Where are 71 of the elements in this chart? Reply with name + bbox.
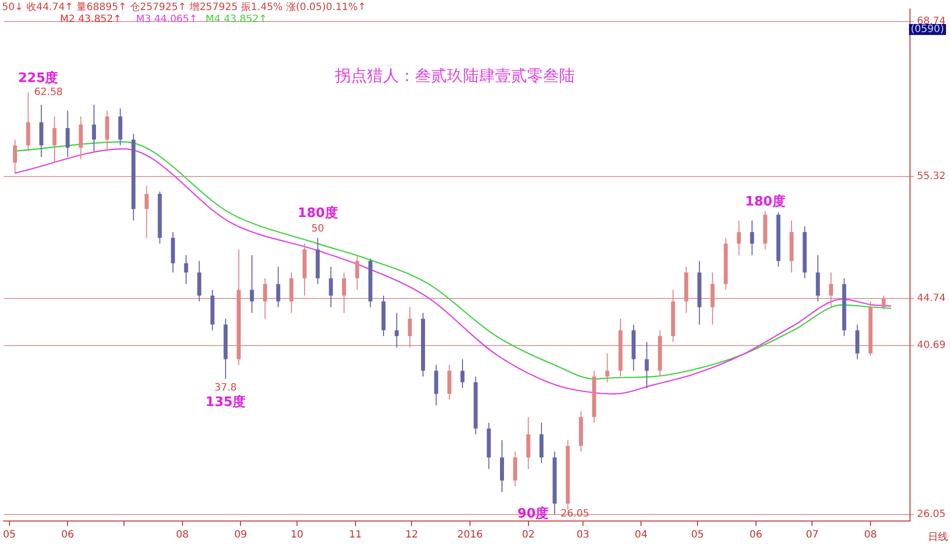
- y-tick-label: 55.32: [917, 170, 946, 182]
- candlestick: [52, 116, 56, 164]
- candlestick: [434, 364, 438, 406]
- annotation: 26.05: [560, 508, 590, 520]
- x-tick-label: 03: [576, 530, 590, 541]
- candlestick: [736, 220, 741, 256]
- x-tick-label: 05: [691, 530, 704, 541]
- candlestick: [92, 104, 96, 152]
- candlestick: [78, 116, 83, 160]
- candlestick: [276, 266, 280, 308]
- annotation: 50↓ 收44.74↑ 量68895↑ 仓257925↑ 增257925 振1.45% 涨(0.05)0.11%↑: [2, 0, 366, 14]
- candlestick: [500, 440, 504, 493]
- candlestick: [447, 364, 452, 400]
- x-tick-label: 06: [61, 530, 74, 541]
- candlestick: [26, 92, 30, 152]
- text: 日线: [928, 530, 948, 544]
- annotation: 37.8: [214, 382, 237, 394]
- annotation: 180度: [298, 205, 338, 222]
- candlestick: [460, 358, 465, 389]
- candlestick: [644, 341, 649, 389]
- annotation: 90度: [518, 505, 549, 522]
- x-tick-label: 07: [806, 530, 819, 541]
- candlestick: [816, 254, 820, 302]
- text: M3 44.065↑: [136, 14, 198, 25]
- candlestick: [394, 312, 399, 348]
- candlestick: [289, 272, 294, 314]
- x-tick-label: 04: [634, 530, 648, 541]
- x-tick-label: 06: [749, 530, 762, 541]
- candlestick: [263, 278, 268, 320]
- candlestick: [539, 422, 544, 464]
- candlestick: [105, 110, 110, 152]
- candlestick: [855, 324, 860, 360]
- annotation: 135度: [206, 394, 246, 410]
- candlestick: [118, 108, 122, 146]
- candlestick: [750, 220, 754, 256]
- candlestick: [342, 272, 346, 314]
- candlestick: [882, 295, 886, 310]
- candlestick: [355, 254, 360, 290]
- y-tick-label: 40.69: [917, 340, 946, 352]
- x-tick-label: 02: [522, 530, 535, 541]
- x-tick-label: 11: [348, 530, 362, 541]
- annotation: 50: [311, 223, 324, 234]
- candlestick: [710, 272, 715, 326]
- candlestick: [408, 306, 412, 348]
- x-tick-label: 08: [864, 530, 877, 541]
- candlestick: [250, 254, 254, 314]
- candlestick: [144, 185, 149, 238]
- candlestick: [605, 352, 610, 383]
- x-tick-label: 12: [405, 530, 418, 541]
- candlestick: [328, 266, 333, 308]
- y-tick-label: 26.05: [917, 509, 946, 520]
- candlestick: [526, 416, 530, 470]
- candlestick: [184, 254, 188, 285]
- candlestick: [66, 110, 70, 158]
- x-tick-label: 05: [3, 530, 16, 541]
- text: 拐点猎人：叁贰玖陆肆壹贰零叁陆: [335, 66, 575, 85]
- annotation: 225度: [18, 70, 58, 86]
- annotation: 62.58: [34, 87, 63, 98]
- annotation: M2 43.852↑: [60, 14, 122, 25]
- candlestick: [197, 260, 202, 302]
- x-tick-label: 10: [290, 530, 304, 541]
- candlestick: [13, 139, 18, 174]
- candlestick: [513, 451, 518, 487]
- x-tick-label: 08: [176, 530, 189, 541]
- candlestick: [39, 104, 44, 158]
- annotation: 180度: [745, 194, 786, 210]
- candlestick: [829, 272, 834, 308]
- x-tick-label: 09: [234, 530, 247, 541]
- y-tick-label: 44.74: [917, 293, 946, 304]
- text: M4 43.852↑: [206, 14, 268, 25]
- x-tick-label: 2016: [457, 530, 483, 541]
